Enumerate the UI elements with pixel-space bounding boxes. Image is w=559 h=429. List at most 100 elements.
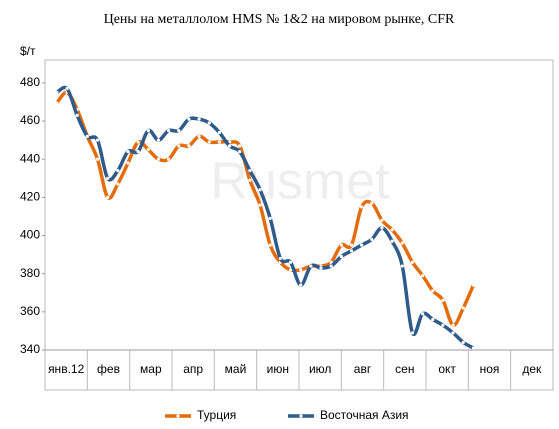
point-marker bbox=[207, 140, 211, 144]
point-marker bbox=[410, 260, 415, 264]
point-marker bbox=[268, 216, 272, 220]
point-marker bbox=[136, 149, 140, 154]
point-marker bbox=[370, 201, 374, 205]
point-marker bbox=[126, 149, 130, 154]
point-marker bbox=[400, 264, 404, 268]
point-marker bbox=[370, 237, 374, 241]
point-marker bbox=[390, 228, 394, 232]
point-marker bbox=[136, 140, 140, 144]
point-marker bbox=[248, 178, 252, 182]
x-tick-label: мар bbox=[140, 362, 162, 376]
point-marker bbox=[65, 87, 69, 91]
point-marker bbox=[55, 90, 59, 95]
point-marker bbox=[380, 218, 384, 222]
point-marker bbox=[167, 157, 171, 161]
point-marker bbox=[177, 144, 181, 148]
point-marker bbox=[441, 323, 445, 327]
y-tick-label: 400 bbox=[20, 228, 40, 242]
point-marker bbox=[299, 268, 303, 272]
point-marker bbox=[288, 260, 293, 264]
legend-label: Восточная Азия bbox=[320, 408, 409, 422]
point-marker bbox=[421, 273, 425, 278]
point-marker bbox=[167, 128, 171, 133]
point-marker bbox=[106, 195, 110, 199]
point-marker bbox=[319, 266, 323, 270]
x-tick-label: дек bbox=[522, 362, 542, 376]
point-marker bbox=[441, 298, 445, 302]
point-marker bbox=[349, 249, 354, 253]
point-marker bbox=[187, 144, 191, 148]
y-tick-label: 380 bbox=[20, 266, 40, 280]
point-marker bbox=[421, 312, 425, 316]
point-marker bbox=[146, 128, 150, 133]
point-marker bbox=[197, 134, 201, 138]
legend-marker bbox=[176, 414, 180, 418]
point-marker bbox=[156, 157, 161, 161]
x-tick-label: авг bbox=[354, 362, 372, 376]
legend-marker bbox=[299, 414, 303, 418]
point-marker bbox=[349, 243, 354, 247]
chart-title: Цены на металлолом HMS № 1&2 на мировом … bbox=[104, 12, 455, 27]
point-marker bbox=[339, 254, 343, 259]
point-marker bbox=[207, 121, 211, 125]
point-marker bbox=[380, 226, 384, 230]
point-marker bbox=[258, 188, 262, 192]
point-marker bbox=[248, 169, 252, 173]
point-marker bbox=[339, 243, 343, 247]
point-marker bbox=[126, 161, 130, 165]
point-marker bbox=[471, 346, 476, 350]
point-marker bbox=[451, 331, 455, 335]
point-marker bbox=[227, 144, 232, 148]
point-marker bbox=[238, 149, 242, 154]
point-marker bbox=[55, 101, 59, 105]
point-marker bbox=[299, 283, 303, 287]
point-marker bbox=[288, 268, 293, 272]
x-tick-label: фев bbox=[97, 362, 120, 376]
point-marker bbox=[75, 113, 79, 117]
point-marker bbox=[95, 138, 100, 142]
y-tick-label: 480 bbox=[20, 75, 40, 89]
point-marker bbox=[329, 260, 333, 264]
plot-frame bbox=[44, 59, 554, 391]
point-marker bbox=[197, 117, 201, 121]
x-tick-label: янв.12 bbox=[48, 362, 85, 376]
point-marker bbox=[106, 176, 110, 180]
point-marker bbox=[431, 289, 435, 293]
point-marker bbox=[187, 117, 191, 121]
point-marker bbox=[146, 148, 150, 152]
y-tick-label: 360 bbox=[20, 304, 40, 318]
x-tick-label: ноя bbox=[480, 362, 500, 376]
point-marker bbox=[309, 264, 313, 268]
y-tick-label: 340 bbox=[20, 342, 40, 356]
y-tick-label: 460 bbox=[20, 113, 40, 127]
watermark: Rusmet bbox=[210, 153, 390, 211]
y-axis-label: $/т bbox=[20, 44, 36, 58]
point-marker bbox=[451, 323, 455, 327]
point-marker bbox=[400, 241, 404, 245]
point-marker bbox=[116, 182, 120, 186]
x-tick-label: июл bbox=[309, 362, 331, 376]
point-marker bbox=[217, 140, 222, 144]
point-marker bbox=[217, 130, 222, 135]
y-tick-label: 440 bbox=[20, 151, 40, 165]
point-marker bbox=[278, 256, 282, 261]
point-marker bbox=[156, 138, 161, 142]
y-tick-label: 420 bbox=[20, 190, 40, 204]
point-marker bbox=[471, 283, 476, 287]
x-tick-label: май bbox=[225, 362, 247, 376]
point-marker bbox=[431, 317, 435, 322]
x-tick-label: апр bbox=[183, 362, 203, 376]
x-tick-label: июн bbox=[267, 362, 289, 376]
point-marker bbox=[238, 144, 242, 148]
point-marker bbox=[177, 128, 181, 133]
line-series bbox=[55, 90, 476, 327]
point-marker bbox=[116, 169, 120, 173]
point-marker bbox=[95, 157, 100, 161]
point-marker bbox=[360, 205, 364, 209]
point-marker bbox=[461, 306, 465, 310]
x-tick-label: сен bbox=[395, 362, 414, 376]
point-marker bbox=[390, 239, 394, 243]
point-marker bbox=[360, 243, 364, 247]
point-marker bbox=[258, 203, 262, 207]
